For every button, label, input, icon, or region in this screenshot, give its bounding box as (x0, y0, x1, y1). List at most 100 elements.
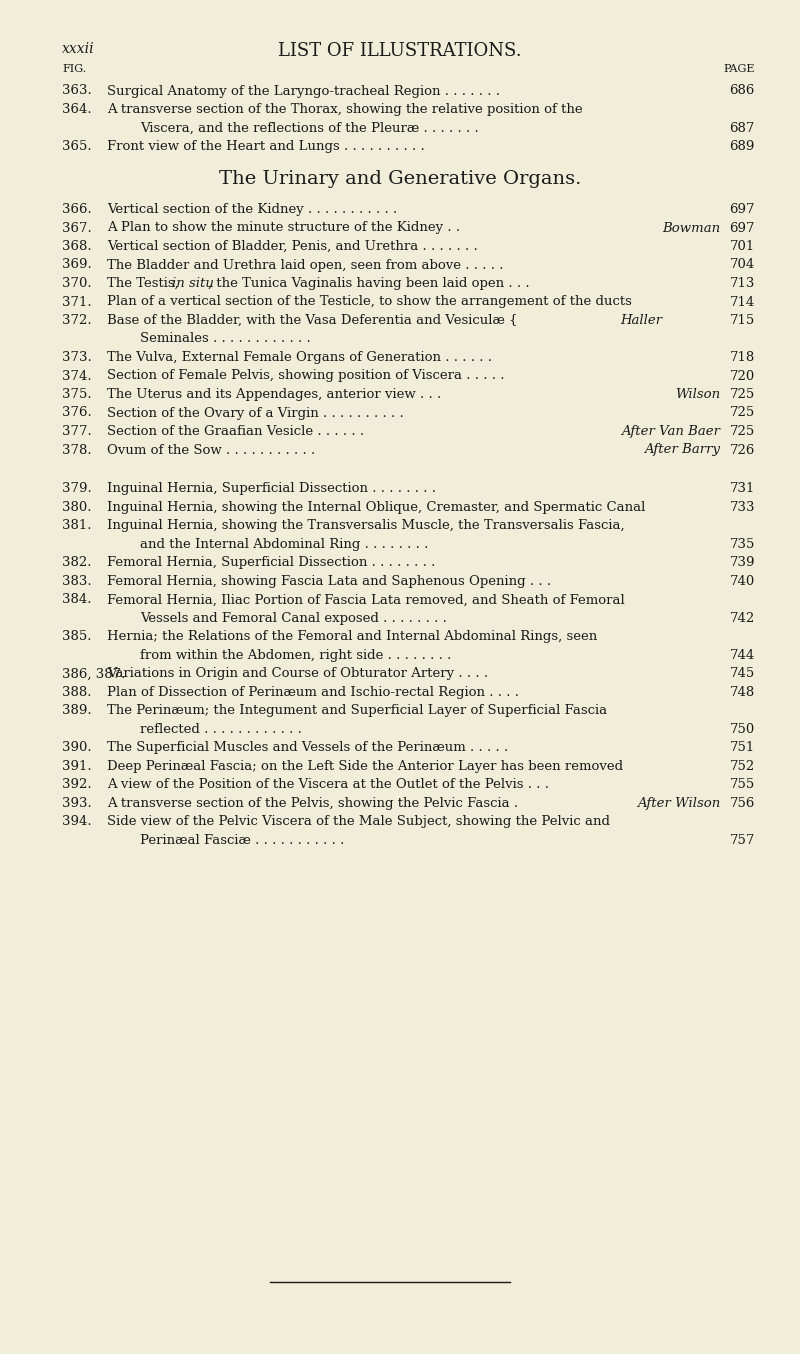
Text: Femoral Hernia, Iliac Portion of Fascia Lata removed, and Sheath of Femoral: Femoral Hernia, Iliac Portion of Fascia … (107, 593, 625, 607)
Text: 725: 725 (730, 406, 755, 420)
Text: 383.: 383. (62, 575, 92, 588)
Text: 704: 704 (730, 259, 755, 272)
Text: 364.: 364. (62, 103, 92, 116)
Text: 687: 687 (730, 122, 755, 134)
Text: 697: 697 (730, 222, 755, 234)
Text: 388.: 388. (62, 686, 91, 699)
Text: 385.: 385. (62, 631, 91, 643)
Text: 377.: 377. (62, 425, 92, 437)
Text: 393.: 393. (62, 798, 92, 810)
Text: 756: 756 (730, 798, 755, 810)
Text: Wilson: Wilson (675, 389, 720, 401)
Text: The Perinæum; the Integument and Superficial Layer of Superficial Fascia: The Perinæum; the Integument and Superfi… (107, 704, 607, 718)
Text: 379.: 379. (62, 482, 92, 496)
Text: PAGE: PAGE (723, 64, 755, 74)
Text: 363.: 363. (62, 84, 92, 97)
Text: 386, 387.: 386, 387. (62, 668, 126, 680)
Text: 375.: 375. (62, 389, 92, 401)
Text: and the Internal Abdominal Ring . . . . . . . .: and the Internal Abdominal Ring . . . . … (140, 538, 428, 551)
Text: A transverse section of the Pelvis, showing the Pelvic Fascia .: A transverse section of the Pelvis, show… (107, 798, 518, 810)
Text: from within the Abdomen, right side . . . . . . . .: from within the Abdomen, right side . . … (140, 649, 451, 662)
Text: 751: 751 (730, 742, 755, 754)
Text: 371.: 371. (62, 295, 92, 309)
Text: 739: 739 (730, 556, 755, 569)
Text: A view of the Position of the Viscera at the Outlet of the Pelvis . . .: A view of the Position of the Viscera at… (107, 779, 549, 791)
Text: 726: 726 (730, 444, 755, 456)
Text: The Bladder and Urethra laid open, seen from above . . . . .: The Bladder and Urethra laid open, seen … (107, 259, 503, 272)
Text: 369.: 369. (62, 259, 92, 272)
Text: 367.: 367. (62, 222, 92, 234)
Text: 701: 701 (730, 240, 755, 253)
Text: xxxii: xxxii (62, 42, 94, 56)
Text: 720: 720 (730, 370, 755, 382)
Text: 725: 725 (730, 425, 755, 437)
Text: Femoral Hernia, Superficial Dissection . . . . . . . .: Femoral Hernia, Superficial Dissection .… (107, 556, 435, 569)
Text: Section of Female Pelvis, showing position of Viscera . . . . .: Section of Female Pelvis, showing positi… (107, 370, 505, 382)
Text: 389.: 389. (62, 704, 92, 718)
Text: 368.: 368. (62, 240, 92, 253)
Text: Perinæal Fasciæ . . . . . . . . . . .: Perinæal Fasciæ . . . . . . . . . . . (140, 834, 344, 846)
Text: Deep Perinæal Fascia; on the Left Side the Anterior Layer has been removed: Deep Perinæal Fascia; on the Left Side t… (107, 760, 623, 773)
Text: Vertical section of Bladder, Penis, and Urethra . . . . . . .: Vertical section of Bladder, Penis, and … (107, 240, 478, 253)
Text: Side view of the Pelvic Viscera of the Male Subject, showing the Pelvic and: Side view of the Pelvic Viscera of the M… (107, 815, 610, 829)
Text: Inguinal Hernia, showing the Transversalis Muscle, the Transversalis Fascia,: Inguinal Hernia, showing the Transversal… (107, 520, 625, 532)
Text: 744: 744 (730, 649, 755, 662)
Text: The Testis,: The Testis, (107, 278, 183, 290)
Text: The Vulva, External Female Organs of Generation . . . . . .: The Vulva, External Female Organs of Gen… (107, 351, 492, 364)
Text: 752: 752 (730, 760, 755, 773)
Text: 365.: 365. (62, 139, 92, 153)
Text: Vertical section of the Kidney . . . . . . . . . . .: Vertical section of the Kidney . . . . .… (107, 203, 398, 217)
Text: 384.: 384. (62, 593, 91, 607)
Text: 714: 714 (730, 295, 755, 309)
Text: 750: 750 (730, 723, 755, 735)
Text: Section of the Graafian Vesicle . . . . . .: Section of the Graafian Vesicle . . . . … (107, 425, 364, 437)
Text: Ovum of the Sow . . . . . . . . . . .: Ovum of the Sow . . . . . . . . . . . (107, 444, 315, 456)
Text: 735: 735 (730, 538, 755, 551)
Text: After Wilson: After Wilson (637, 798, 720, 810)
Text: in situ: in situ (172, 278, 214, 290)
Text: 382.: 382. (62, 556, 91, 569)
Text: 725: 725 (730, 389, 755, 401)
Text: Femoral Hernia, showing Fascia Lata and Saphenous Opening . . .: Femoral Hernia, showing Fascia Lata and … (107, 575, 551, 588)
Text: 689: 689 (730, 139, 755, 153)
Text: Viscera, and the reflections of the Pleuræ . . . . . . .: Viscera, and the reflections of the Pleu… (140, 122, 478, 134)
Text: 381.: 381. (62, 520, 91, 532)
Text: A Plan to show the minute structure of the Kidney . .: A Plan to show the minute structure of t… (107, 222, 460, 234)
Text: Plan of Dissection of Perinæum and Ischio-rectal Region . . . .: Plan of Dissection of Perinæum and Ischi… (107, 686, 519, 699)
Text: Bowman: Bowman (662, 222, 720, 234)
Text: 731: 731 (730, 482, 755, 496)
Text: A transverse section of the Thorax, showing the relative position of the: A transverse section of the Thorax, show… (107, 103, 582, 116)
Text: Base of the Bladder, with the Vasa Deferentia and Vesiculæ {: Base of the Bladder, with the Vasa Defer… (107, 314, 518, 328)
Text: 391.: 391. (62, 760, 92, 773)
Text: , the Tunica Vaginalis having been laid open . . .: , the Tunica Vaginalis having been laid … (208, 278, 530, 290)
Text: Plan of a vertical section of the Testicle, to show the arrangement of the ducts: Plan of a vertical section of the Testic… (107, 295, 632, 309)
Text: LIST OF ILLUSTRATIONS.: LIST OF ILLUSTRATIONS. (278, 42, 522, 60)
Text: Surgical Anatomy of the Laryngo-tracheal Region . . . . . . .: Surgical Anatomy of the Laryngo-tracheal… (107, 84, 500, 97)
Text: Haller: Haller (620, 314, 662, 328)
Text: 390.: 390. (62, 742, 92, 754)
Text: Inguinal Hernia, showing the Internal Oblique, Cremaster, and Spermatic Canal: Inguinal Hernia, showing the Internal Ob… (107, 501, 646, 515)
Text: 366.: 366. (62, 203, 92, 217)
Text: Vessels and Femoral Canal exposed . . . . . . . .: Vessels and Femoral Canal exposed . . . … (140, 612, 447, 624)
Text: Inguinal Hernia, Superficial Dissection . . . . . . . .: Inguinal Hernia, Superficial Dissection … (107, 482, 436, 496)
Text: Seminales . . . . . . . . . . . .: Seminales . . . . . . . . . . . . (140, 333, 310, 345)
Text: Hernia; the Relations of the Femoral and Internal Abdominal Rings, seen: Hernia; the Relations of the Femoral and… (107, 631, 598, 643)
Text: 740: 740 (730, 575, 755, 588)
Text: 748: 748 (730, 686, 755, 699)
Text: 697: 697 (730, 203, 755, 217)
Text: 370.: 370. (62, 278, 92, 290)
Text: reflected . . . . . . . . . . . .: reflected . . . . . . . . . . . . (140, 723, 302, 735)
Text: Variations in Origin and Course of Obturator Artery . . . .: Variations in Origin and Course of Obtur… (107, 668, 488, 680)
Text: 373.: 373. (62, 351, 92, 364)
Text: Front view of the Heart and Lungs . . . . . . . . . .: Front view of the Heart and Lungs . . . … (107, 139, 425, 153)
Text: The Superficial Muscles and Vessels of the Perinæum . . . . .: The Superficial Muscles and Vessels of t… (107, 742, 508, 754)
Text: 733: 733 (730, 501, 755, 515)
Text: 686: 686 (730, 84, 755, 97)
Text: 394.: 394. (62, 815, 92, 829)
Text: 380.: 380. (62, 501, 91, 515)
Text: 392.: 392. (62, 779, 92, 791)
Text: The Uterus and its Appendages, anterior view . . .: The Uterus and its Appendages, anterior … (107, 389, 442, 401)
Text: 757: 757 (730, 834, 755, 846)
Text: 376.: 376. (62, 406, 92, 420)
Text: 742: 742 (730, 612, 755, 624)
